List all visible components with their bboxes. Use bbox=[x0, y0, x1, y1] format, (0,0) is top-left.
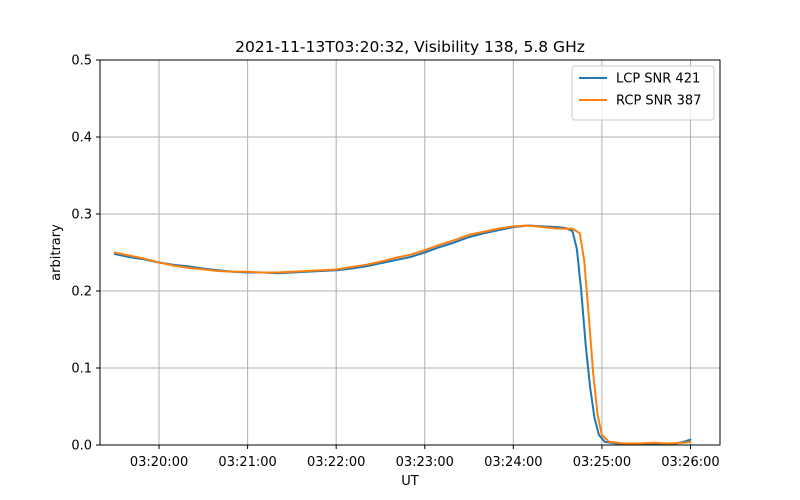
y-tick-label: 0.0 bbox=[71, 439, 92, 454]
legend-label: RCP SNR 387 bbox=[616, 94, 701, 109]
x-tick-label: 03:21:00 bbox=[218, 455, 276, 470]
legend: LCP SNR 421 RCP SNR 387 bbox=[571, 65, 715, 121]
y-tick-label: 0.5 bbox=[71, 54, 92, 69]
y-axis-ticks: 0.0 0.1 0.2 0.3 0.4 0.5 bbox=[71, 54, 100, 454]
x-tick-label: 03:26:00 bbox=[661, 455, 719, 470]
plot-area-frame bbox=[99, 59, 721, 446]
y-axis-label: arbitrary bbox=[49, 224, 64, 281]
x-tick-label: 03:22:00 bbox=[307, 455, 365, 470]
chart-title: 2021-11-13T03:20:32, Visibility 138, 5.8… bbox=[235, 38, 585, 56]
x-axis-label: UT bbox=[401, 474, 419, 489]
x-tick-label: 03:24:00 bbox=[484, 455, 542, 470]
x-axis-ticks: 03:20:00 03:21:00 03:22:00 03:23:00 03:24:00… bbox=[130, 445, 720, 470]
y-tick-label: 0.3 bbox=[71, 208, 92, 223]
y-tick-label: 0.1 bbox=[71, 362, 92, 377]
x-tick-label: 03:25:00 bbox=[573, 455, 631, 470]
x-tick-label: 03:23:00 bbox=[396, 455, 454, 470]
legend-label: LCP SNR 421 bbox=[616, 72, 700, 87]
y-tick-label: 0.4 bbox=[71, 131, 92, 146]
y-tick-label: 0.2 bbox=[71, 285, 92, 300]
x-tick-label: 03:20:00 bbox=[130, 455, 188, 470]
series-line-rcp bbox=[113, 224, 692, 445]
series-lines bbox=[113, 224, 692, 445]
legend-box bbox=[571, 65, 715, 121]
